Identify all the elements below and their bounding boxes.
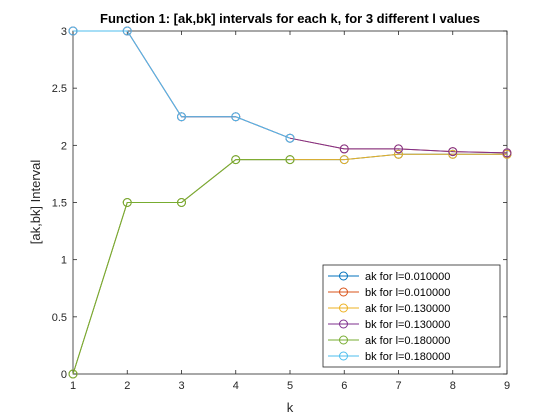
legend-marker-swatch	[339, 351, 348, 361]
data-point	[339, 155, 349, 165]
legend-marker-swatch	[339, 335, 348, 345]
legend-entry-label: ak for l=0.130000	[365, 303, 450, 315]
x-tick-label: 8	[450, 380, 456, 392]
x-tick-label: 6	[341, 380, 347, 392]
data-point	[68, 26, 78, 36]
x-tick-label: 3	[178, 380, 184, 392]
legend-entry-label: bk for l=0.010000	[365, 287, 450, 299]
data-point	[122, 26, 132, 36]
legend-marker-swatch	[339, 303, 348, 313]
data-point	[285, 155, 295, 165]
data-point	[394, 149, 403, 159]
data-point	[231, 155, 241, 165]
legend-entry-label: bk for l=0.130000	[365, 319, 450, 331]
x-tick-label: 1	[70, 380, 76, 392]
legend-entry-label: bk for l=0.180000	[365, 351, 450, 363]
series-line-5	[73, 30, 291, 139]
data-point	[177, 198, 186, 207]
x-tick-label: 4	[233, 380, 239, 392]
y-tick-label: 1	[61, 255, 67, 267]
axes: 1 2 3 4 5 6 7 8 9 0 0.5 1 1.5 2 2.5 3	[52, 26, 510, 392]
legend-marker-swatch	[339, 287, 348, 297]
legend-entry-label: ak for l=0.010000	[365, 271, 450, 283]
y-tick-label: 0.5	[52, 312, 67, 324]
y-tick-label: 1.5	[52, 198, 67, 210]
series-lines	[72, 30, 508, 375]
chart-title: Function 1: [ak,bk] intervals for each k…	[100, 11, 480, 26]
y-tick-label: 2	[61, 140, 67, 152]
x-axis-label: k	[287, 400, 294, 415]
x-tick-label: 7	[395, 380, 401, 392]
y-tick-label: 0	[61, 369, 67, 381]
y-tick-label: 2.5	[52, 83, 67, 95]
legend-box	[322, 264, 501, 368]
y-axis-label: [ak,bk] Interval	[28, 160, 43, 245]
x-tick-label: 5	[287, 380, 293, 392]
data-point	[285, 133, 295, 143]
data-point	[502, 148, 512, 158]
series-markers	[68, 26, 512, 379]
x-tick-label: 9	[504, 380, 510, 392]
data-point	[68, 369, 78, 379]
data-point	[339, 144, 349, 154]
y-tick-label: 3	[61, 26, 67, 38]
data-point	[448, 149, 458, 159]
data-point	[394, 144, 403, 154]
data-point	[177, 112, 186, 122]
x-tick-label: 2	[124, 380, 130, 392]
legend: ak for l=0.010000 bk for l=0.010000 ak for…	[322, 264, 501, 368]
legend-marker-swatch	[339, 271, 348, 281]
legend-entry-label: ak for l=0.180000	[365, 335, 450, 347]
data-point	[122, 198, 132, 207]
data-point	[231, 112, 241, 122]
series-line-4	[72, 159, 290, 375]
data-point	[448, 147, 458, 157]
legend-marker-swatch	[339, 319, 348, 329]
